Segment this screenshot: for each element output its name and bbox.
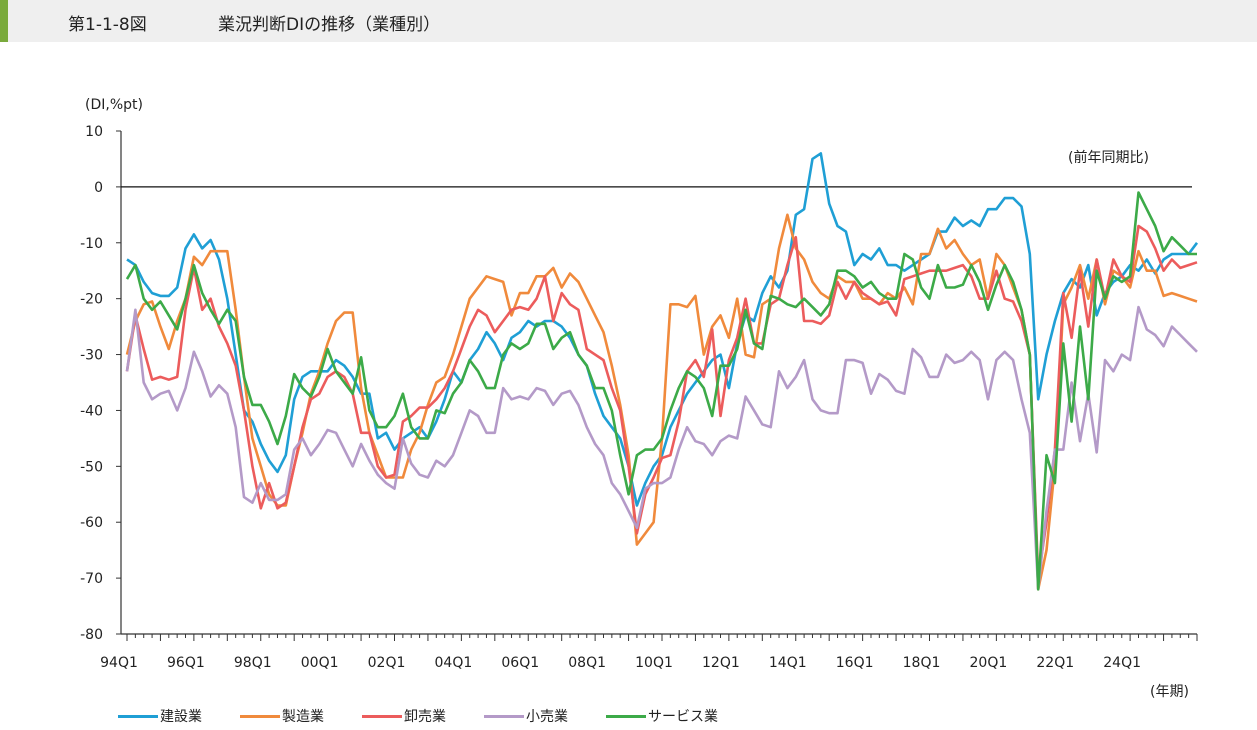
x-tick-label: 20Q1 bbox=[970, 655, 1008, 671]
figure-header: 第1-1-8図 業況判断DIの推移（業種別） bbox=[0, 0, 1257, 42]
legend-item: 卸売業 bbox=[362, 706, 446, 726]
y-tick-label: -10 bbox=[80, 236, 103, 252]
legend-label: 建設業 bbox=[160, 709, 202, 725]
legend-swatch bbox=[362, 714, 402, 718]
x-tick-label: 22Q1 bbox=[1036, 655, 1074, 671]
figure-title: 業況判断DIの推移（業種別） bbox=[218, 15, 441, 35]
figure-number: 第1-1-8図 bbox=[68, 15, 147, 35]
x-tick-label: 16Q1 bbox=[836, 655, 874, 671]
legend-swatch bbox=[118, 714, 158, 718]
x-tick-label: 98Q1 bbox=[234, 655, 272, 671]
series-line-3 bbox=[125, 305, 1198, 591]
y-tick-label: -30 bbox=[80, 348, 103, 364]
y-tick-label: 10 bbox=[85, 124, 103, 140]
x-tick-label: 00Q1 bbox=[301, 655, 339, 671]
legend-item: 製造業 bbox=[240, 706, 324, 726]
legend-label: 卸売業 bbox=[404, 709, 446, 725]
x-tick-label: 12Q1 bbox=[702, 655, 740, 671]
y-tick-label: -70 bbox=[80, 571, 103, 587]
y-tick-label: -50 bbox=[80, 459, 103, 475]
y-tick-label: 0 bbox=[94, 180, 103, 196]
y-tick-label: -20 bbox=[80, 292, 103, 308]
x-tick-label: 02Q1 bbox=[368, 655, 406, 671]
legend-label: サービス業 bbox=[648, 709, 718, 725]
legend: 建設業 製造業 卸売業 小売業 サービス業 bbox=[118, 706, 756, 726]
x-tick-label: 08Q1 bbox=[568, 655, 606, 671]
x-tick-label: 94Q1 bbox=[100, 655, 138, 671]
legend-item: 建設業 bbox=[118, 706, 202, 726]
legend-item: 小売業 bbox=[484, 706, 568, 726]
legend-swatch bbox=[240, 714, 280, 718]
legend-item: サービス業 bbox=[606, 706, 718, 726]
y-axis-label: (DI,%pt) bbox=[85, 97, 143, 113]
annotation-yoy: (前年同期比) bbox=[1068, 149, 1149, 166]
series-line-2 bbox=[125, 224, 1198, 580]
x-tick-label: 96Q1 bbox=[167, 655, 205, 671]
x-tick-label: 14Q1 bbox=[769, 655, 807, 671]
y-tick-label: -80 bbox=[80, 627, 103, 643]
x-tick-label: 04Q1 bbox=[435, 655, 473, 671]
legend-label: 小売業 bbox=[526, 709, 568, 725]
line-chart: (DI,%pt) (前年同期比) (年期) 10 0 -10 -20 -30 -40 -50… bbox=[80, 97, 1199, 700]
legend-label: 製造業 bbox=[282, 709, 324, 725]
x-tick-label: 06Q1 bbox=[501, 655, 539, 671]
x-tick-label: 18Q1 bbox=[903, 655, 941, 671]
x-tick-label: 24Q1 bbox=[1103, 655, 1141, 671]
x-axis-label: (年期) bbox=[1150, 684, 1189, 700]
legend-swatch bbox=[606, 714, 646, 718]
series-line-4 bbox=[125, 191, 1197, 591]
series-line-0 bbox=[126, 152, 1199, 507]
y-tick-label: -40 bbox=[80, 403, 103, 419]
x-tick-label: 10Q1 bbox=[635, 655, 673, 671]
legend-swatch bbox=[484, 714, 524, 718]
header-accent-stripe bbox=[0, 0, 8, 42]
y-tick-label: -60 bbox=[80, 515, 103, 531]
